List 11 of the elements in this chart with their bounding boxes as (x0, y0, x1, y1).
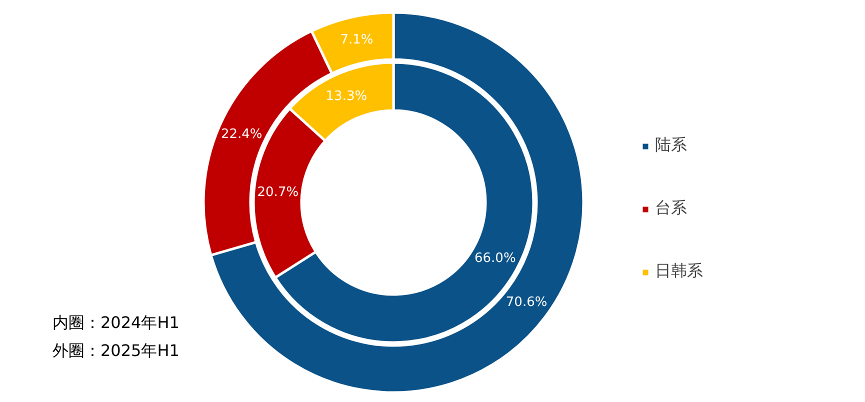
data-label: 7.1% (340, 32, 374, 48)
data-label: 70.6% (506, 295, 548, 310)
text: 内圈：2024年H1 (52, 313, 180, 332)
legend-label: 日韩系 (655, 261, 703, 282)
legend-label: 陆系 (655, 135, 687, 156)
data-label: 66.0% (474, 250, 516, 266)
data-label: 20.7% (257, 185, 299, 200)
text: 外圈：2025年H1 (52, 341, 180, 360)
legend-label: 台系 (655, 198, 687, 219)
data-label: 13.3% (326, 88, 368, 104)
data-label: 22.4% (220, 126, 262, 142)
